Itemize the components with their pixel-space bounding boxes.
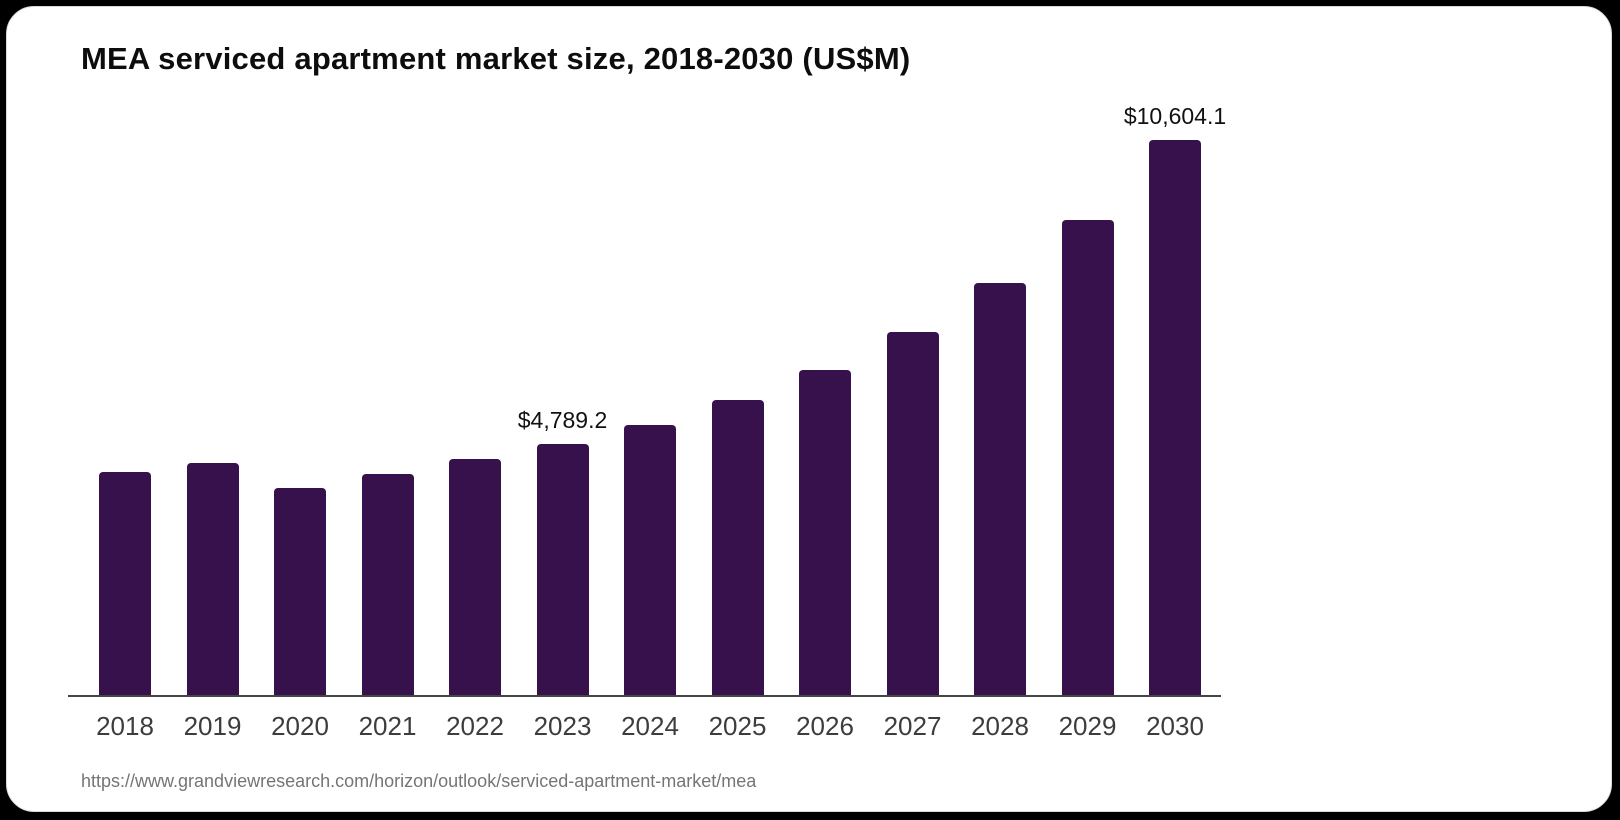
bar-value-label-2023: $4,789.2	[517, 407, 608, 433]
bar-2030	[1149, 140, 1201, 695]
x-axis-labels: 2018 2019 2020 2021 2022 2023 2024 2025 2026 2027…	[68, 711, 1221, 745]
bar-2023	[536, 444, 589, 695]
bar-2019	[186, 463, 239, 695]
x-tick-2021: 2021	[358, 711, 417, 741]
x-tick-2020: 2020	[271, 711, 329, 741]
bar-2018	[99, 472, 151, 695]
x-tick-2027: 2027	[883, 711, 942, 741]
bar-2024	[624, 425, 676, 695]
x-tick-2024: 2024	[621, 711, 679, 741]
bar-2028	[974, 283, 1026, 695]
bar-2021	[361, 474, 414, 695]
x-tick-2029: 2029	[1058, 711, 1117, 741]
x-tick-2028: 2028	[971, 711, 1029, 741]
x-tick-2018: 2018	[96, 711, 154, 741]
x-tick-2019: 2019	[183, 711, 242, 741]
x-tick-2025: 2025	[708, 711, 767, 741]
bar-2029	[1061, 220, 1114, 695]
x-tick-2026: 2026	[796, 711, 854, 741]
chart-title: MEA serviced apartment market size, 2018…	[81, 41, 911, 76]
bar-chart-plot-area: $4,789.2 $10,604.1	[68, 103, 1226, 697]
bar-2025	[711, 400, 764, 695]
chart-card: MEA serviced apartment market size, 2018…	[6, 6, 1612, 812]
x-tick-2030: 2030	[1146, 711, 1204, 741]
bar-2027	[886, 332, 939, 695]
bar-2022	[449, 459, 501, 695]
source-url: https://www.grandviewresearch.com/horizo…	[81, 771, 757, 791]
bar-2020	[274, 488, 326, 695]
x-tick-2022: 2022	[446, 711, 504, 741]
bar-value-label-2030: $10,604.1	[1123, 103, 1227, 129]
x-tick-2023: 2023	[533, 711, 592, 741]
bar-2026	[799, 370, 851, 695]
